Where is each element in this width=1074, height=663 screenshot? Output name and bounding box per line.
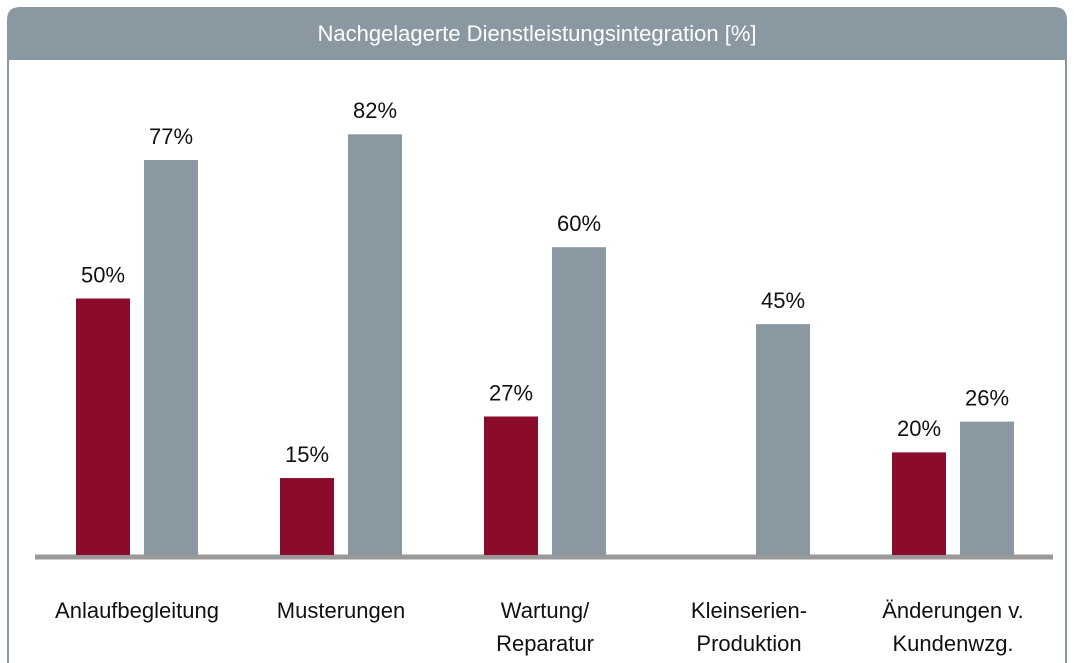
x-tick-label: Anlaufbegleitung (55, 598, 219, 623)
value-label: 27% (489, 380, 533, 405)
chart-title: Nachgelagerte Dienstleistungsintegration… (317, 21, 756, 46)
value-label: 15% (285, 442, 329, 467)
bar (280, 478, 334, 555)
bar (960, 421, 1014, 555)
bar (484, 416, 538, 555)
x-tick-label: Kundenwzg. (892, 631, 1013, 656)
bar (76, 298, 130, 555)
value-label: 20% (897, 416, 941, 441)
bar (144, 159, 198, 556)
x-tick-label: Produktion (696, 631, 801, 656)
x-tick-label: Wartung/ (501, 598, 590, 623)
value-label: 60% (557, 211, 601, 236)
x-tick-label: Musterungen (277, 598, 405, 623)
value-label: 45% (761, 288, 805, 313)
bar (552, 247, 606, 555)
bar (348, 134, 402, 555)
bar (892, 452, 946, 555)
x-tick-label: Kleinserien- (691, 598, 807, 623)
x-tick-label: Änderungen v. (882, 598, 1023, 623)
value-label: 82% (353, 98, 397, 123)
x-tick-label: Reparatur (496, 631, 594, 656)
value-label: 50% (81, 262, 125, 287)
value-label: 77% (149, 124, 193, 149)
title-bar (8, 8, 1066, 60)
bar (756, 324, 810, 555)
value-label: 26% (965, 385, 1009, 410)
